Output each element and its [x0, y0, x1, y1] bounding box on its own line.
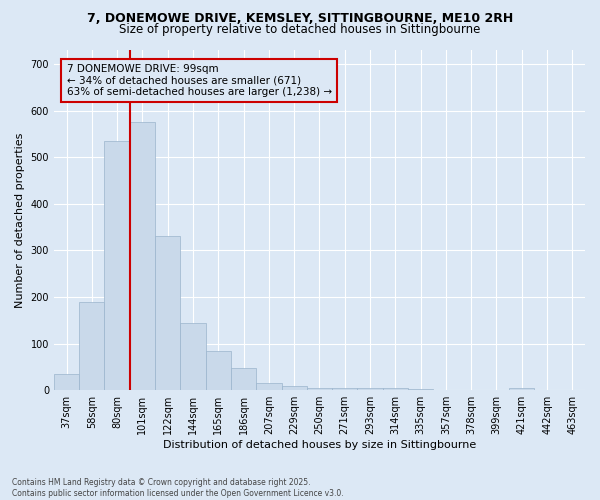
- Bar: [104, 141, 130, 390]
- Text: Size of property relative to detached houses in Sittingbourne: Size of property relative to detached ho…: [119, 24, 481, 36]
- Bar: [79, 302, 104, 390]
- Bar: [509, 388, 535, 390]
- Bar: [181, 322, 206, 390]
- Text: Contains HM Land Registry data © Crown copyright and database right 2025.
Contai: Contains HM Land Registry data © Crown c…: [12, 478, 344, 498]
- Bar: [332, 388, 358, 390]
- Bar: [231, 368, 256, 390]
- Bar: [206, 350, 231, 390]
- Bar: [155, 236, 181, 390]
- Bar: [54, 374, 79, 390]
- Text: 7 DONEMOWE DRIVE: 99sqm
← 34% of detached houses are smaller (671)
63% of semi-d: 7 DONEMOWE DRIVE: 99sqm ← 34% of detache…: [67, 64, 332, 97]
- Text: 7, DONEMOWE DRIVE, KEMSLEY, SITTINGBOURNE, ME10 2RH: 7, DONEMOWE DRIVE, KEMSLEY, SITTINGBOURN…: [87, 12, 513, 26]
- Bar: [383, 388, 408, 390]
- Bar: [256, 383, 281, 390]
- Bar: [281, 386, 307, 390]
- Bar: [130, 122, 155, 390]
- X-axis label: Distribution of detached houses by size in Sittingbourne: Distribution of detached houses by size …: [163, 440, 476, 450]
- Y-axis label: Number of detached properties: Number of detached properties: [15, 132, 25, 308]
- Bar: [358, 388, 383, 390]
- Bar: [307, 388, 332, 390]
